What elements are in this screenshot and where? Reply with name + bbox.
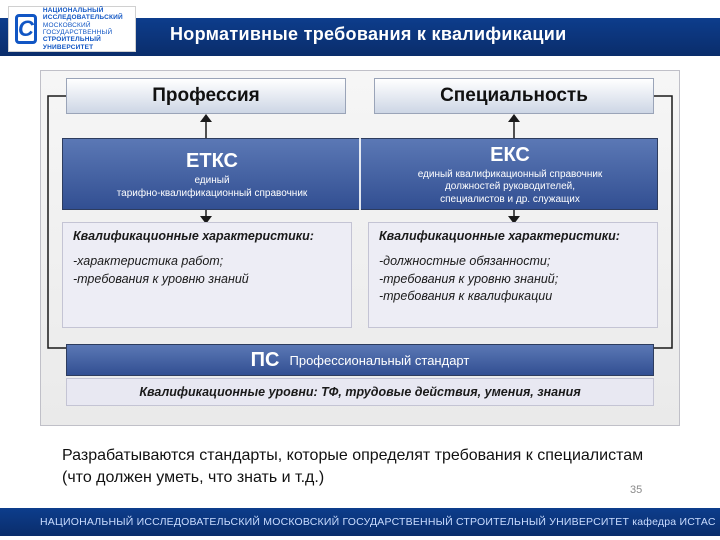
levels-bar: Квалификационные уровни: ТФ, трудовые де…	[66, 378, 654, 406]
definitions-separator	[359, 138, 361, 210]
qc-left: Квалификационные характеристики: -характ…	[62, 222, 352, 328]
page-title: Нормативные требования к квалификации	[170, 24, 567, 45]
footer-text: НАЦИОНАЛЬНЫЙ ИССЛЕДОВАТЕЛЬСКИЙ МОСКОВСКИ…	[0, 516, 716, 528]
arrow-up-left-icon	[198, 114, 214, 138]
logo-text: НАЦИОНАЛЬНЫЙ ИССЛЕДОВАТЕЛЬСКИЙ МОСКОВСКИ…	[43, 7, 129, 52]
footer-band: НАЦИОНАЛЬНЫЙ ИССЛЕДОВАТЕЛЬСКИЙ МОСКОВСКИ…	[0, 508, 720, 536]
logo-icon: С	[15, 14, 37, 44]
category-speciality: Специальность	[374, 78, 654, 114]
caption: Разрабатываются стандарты, которые опред…	[62, 445, 658, 488]
logo: С НАЦИОНАЛЬНЫЙ ИССЛЕДОВАТЕЛЬСКИЙ МОСКОВС…	[8, 6, 136, 52]
category-profession: Профессия	[66, 78, 346, 114]
def-etks: ЕТКС единыйтарифно-квалификационный спра…	[63, 139, 361, 211]
def-eks: ЕКС единый квалификационный справочникдо…	[361, 139, 659, 211]
arrow-loop-right-icon	[650, 96, 678, 362]
def-etks-sub: единыйтарифно-квалификационный справочни…	[117, 175, 308, 200]
def-eks-sub: единый квалификационный справочникдолжно…	[418, 169, 603, 207]
slide-number: 35	[630, 484, 642, 496]
ps-bar: ПС Профессиональный стандарт	[66, 344, 654, 376]
slide: { "header": { "title": "Нормативные треб…	[0, 0, 720, 540]
qc-right: Квалификационные характеристики: -должно…	[368, 222, 658, 328]
arrow-loop-left-icon	[42, 96, 70, 362]
arrow-up-right-icon	[506, 114, 522, 138]
qc-row: Квалификационные характеристики: -характ…	[62, 222, 658, 330]
